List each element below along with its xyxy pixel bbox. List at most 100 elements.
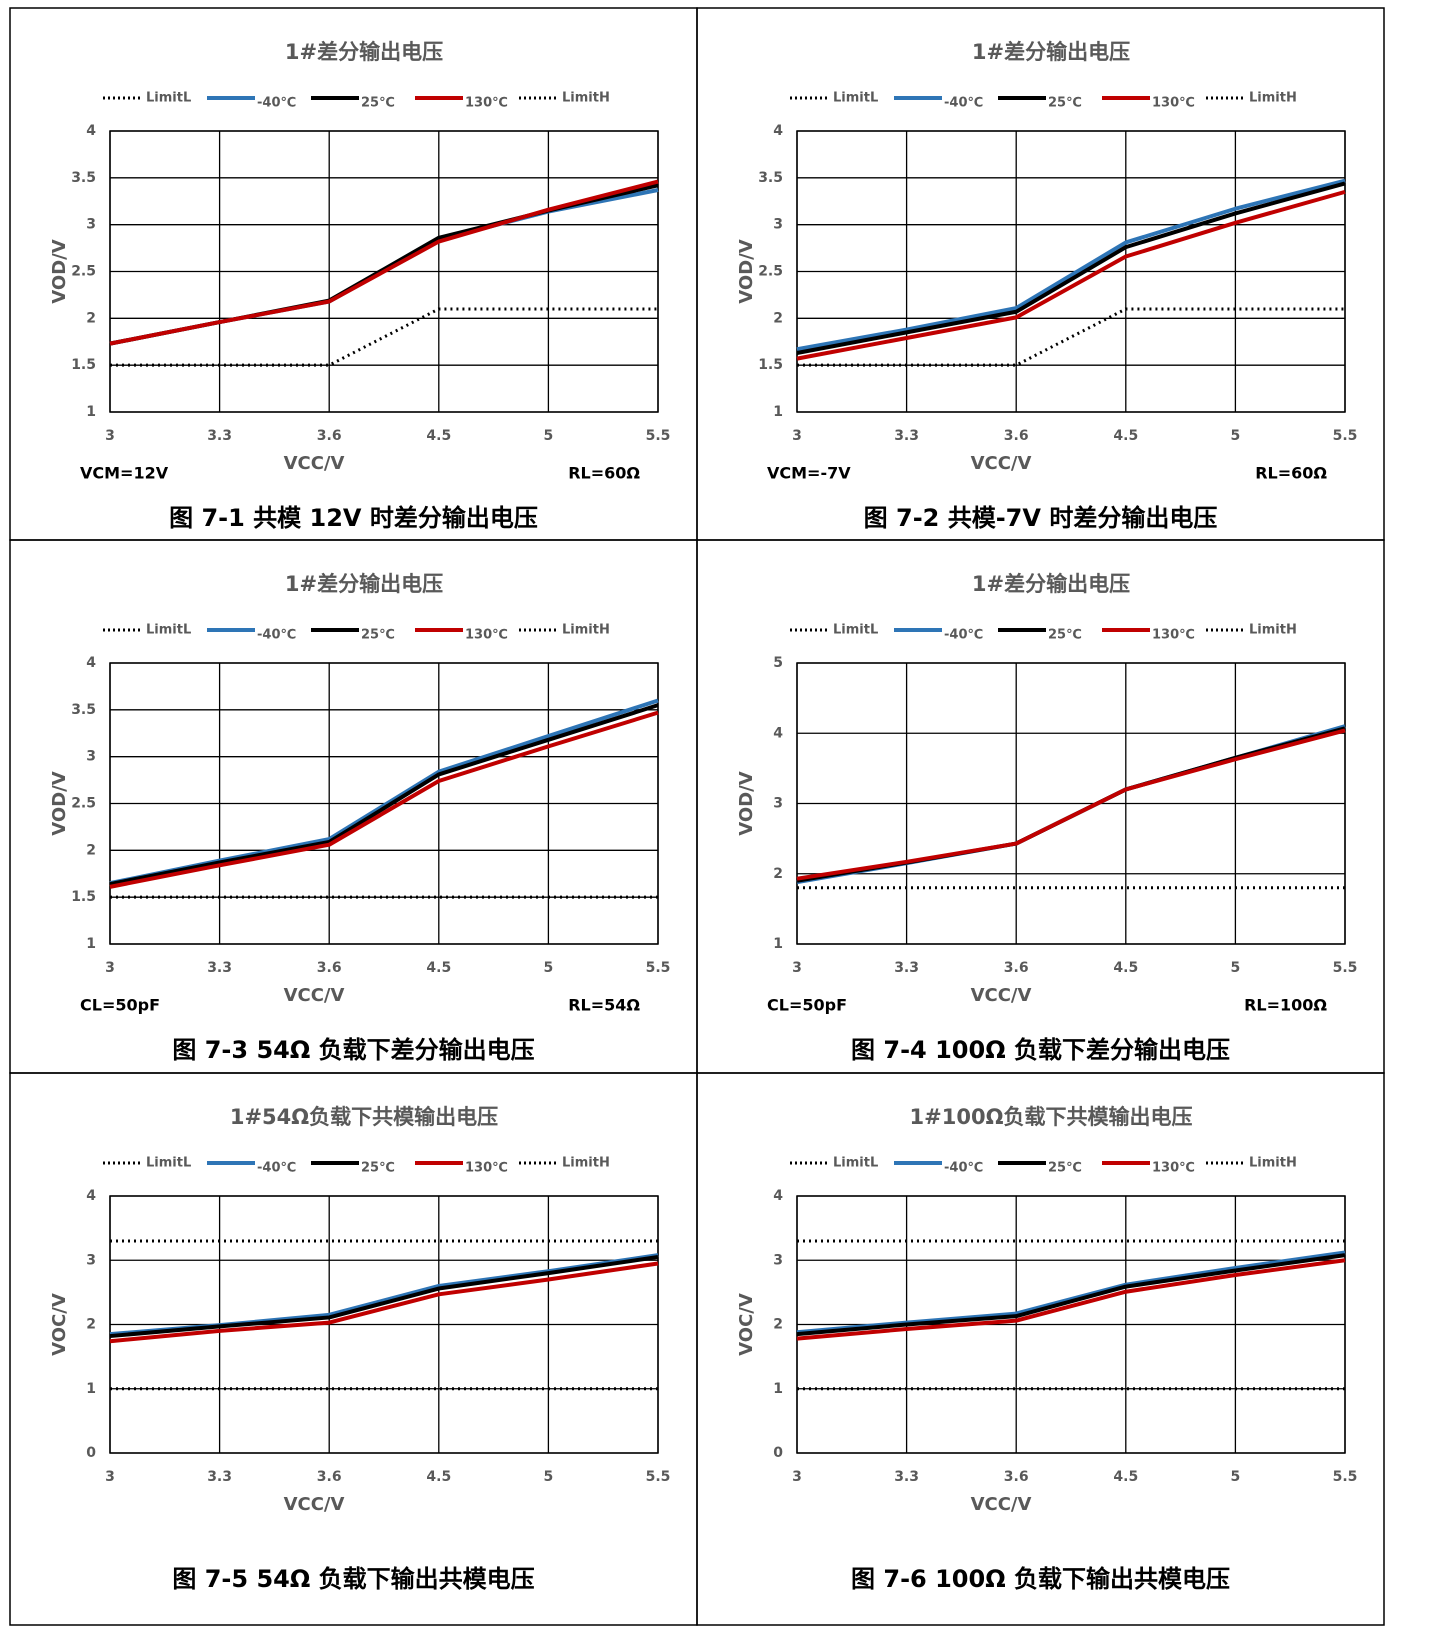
x-tick-label: 3 bbox=[792, 1469, 802, 1485]
annotation: CL=50pF bbox=[767, 996, 847, 1015]
cell-border bbox=[9, 7, 698, 541]
series-line bbox=[796, 178, 1346, 352]
chart-title: 1#100Ω负载下共模输出电压 bbox=[910, 1105, 1193, 1129]
x-tick-label: 4.5 bbox=[426, 1469, 451, 1485]
plot-frame bbox=[796, 130, 1346, 413]
chart-title: 1#差分输出电压 bbox=[285, 572, 443, 596]
y-tick-label: 1.5 bbox=[71, 357, 96, 373]
legend-label: LimitL bbox=[833, 623, 878, 638]
x-tick-label: 3.6 bbox=[1004, 960, 1029, 976]
x-axis-label: VCC/V bbox=[971, 1494, 1032, 1515]
x-tick-label: 4.5 bbox=[1113, 1469, 1138, 1485]
series-line bbox=[109, 698, 659, 886]
y-axis-label: VOC/V bbox=[49, 1293, 70, 1356]
legend-label: LimitL bbox=[833, 91, 878, 106]
y-tick-label: 2 bbox=[773, 310, 783, 326]
y-tick-label: 3.5 bbox=[758, 170, 783, 186]
legend-label: 130℃ bbox=[1152, 628, 1195, 643]
x-axis-label: VCC/V bbox=[971, 453, 1032, 474]
legend-label: 25℃ bbox=[361, 1161, 395, 1176]
x-tick-label: 5.5 bbox=[646, 1469, 671, 1485]
y-tick-label: 2 bbox=[773, 866, 783, 882]
y-tick-label: 1 bbox=[86, 404, 96, 420]
legend-label: LimitH bbox=[562, 1156, 610, 1171]
x-axis-label: VCC/V bbox=[284, 453, 345, 474]
cell-border bbox=[9, 539, 698, 1074]
y-tick-label: 1 bbox=[86, 936, 96, 952]
x-tick-label: 3.3 bbox=[894, 960, 919, 976]
legend-label: LimitH bbox=[1249, 91, 1297, 106]
plot-frame bbox=[796, 662, 1346, 945]
series-line bbox=[796, 1250, 1346, 1335]
y-tick-label: 2 bbox=[773, 1317, 783, 1333]
figure-caption: 图 7-1 共模 12V 时差分输出电压 bbox=[169, 504, 538, 532]
legend-label: 130℃ bbox=[1152, 1161, 1195, 1176]
y-tick-label: 1 bbox=[86, 1381, 96, 1397]
figure-caption: 图 7-3 54Ω 负载下差分输出电压 bbox=[172, 1036, 534, 1064]
series-line bbox=[796, 1253, 1346, 1337]
cell-border bbox=[696, 7, 1385, 541]
annotation: RL=100Ω bbox=[1244, 996, 1327, 1015]
y-tick-label: 4 bbox=[773, 1188, 783, 1204]
y-tick-label: 1 bbox=[773, 1381, 783, 1397]
figure-caption: 图 7-5 54Ω 负载下输出共模电压 bbox=[172, 1565, 534, 1593]
x-tick-label: 3.6 bbox=[317, 1469, 342, 1485]
x-axis-label: VCC/V bbox=[971, 985, 1032, 1006]
y-tick-label: 2.5 bbox=[71, 264, 96, 280]
x-tick-label: 5 bbox=[544, 960, 554, 976]
y-tick-label: 1 bbox=[773, 936, 783, 952]
x-tick-label: 5 bbox=[1231, 428, 1241, 444]
x-tick-label: 4.5 bbox=[1113, 428, 1138, 444]
legend-label: LimitL bbox=[146, 623, 191, 638]
y-tick-label: 3 bbox=[773, 796, 783, 812]
y-tick-label: 2 bbox=[86, 1317, 96, 1333]
x-tick-label: 5.5 bbox=[1333, 960, 1358, 976]
legend-label: -40℃ bbox=[257, 628, 296, 643]
series-line bbox=[796, 181, 1346, 355]
series-line bbox=[109, 1253, 659, 1337]
x-tick-label: 3.3 bbox=[207, 1469, 232, 1485]
x-tick-label: 5 bbox=[1231, 960, 1241, 976]
y-tick-label: 2.5 bbox=[71, 796, 96, 812]
legend-label: LimitH bbox=[1249, 1156, 1297, 1171]
x-tick-label: 3.6 bbox=[317, 428, 342, 444]
legend-label: -40℃ bbox=[257, 1161, 296, 1176]
series-line bbox=[109, 179, 659, 346]
x-tick-label: 4.5 bbox=[426, 960, 451, 976]
legend-label: 25℃ bbox=[361, 96, 395, 111]
series-line bbox=[109, 188, 659, 346]
y-axis-label: VOD/V bbox=[736, 239, 757, 303]
chart-title: 1#差分输出电压 bbox=[285, 40, 443, 64]
x-tick-label: 3.6 bbox=[317, 960, 342, 976]
cell-border bbox=[696, 539, 1385, 1074]
x-tick-label: 3 bbox=[105, 960, 115, 976]
legend-label: LimitH bbox=[562, 623, 610, 638]
legend-label: 25℃ bbox=[361, 628, 395, 643]
legend-label: LimitL bbox=[146, 91, 191, 106]
y-tick-label: 5 bbox=[773, 655, 783, 671]
legend-label: 130℃ bbox=[1152, 96, 1195, 111]
legend-label: LimitL bbox=[833, 1156, 878, 1171]
y-tick-label: 2 bbox=[86, 310, 96, 326]
x-tick-label: 5.5 bbox=[646, 428, 671, 444]
y-tick-label: 0 bbox=[86, 1445, 96, 1461]
y-axis-label: VOD/V bbox=[736, 771, 757, 835]
legend-label: -40℃ bbox=[944, 628, 983, 643]
y-tick-label: 4 bbox=[86, 655, 96, 671]
y-tick-label: 4 bbox=[86, 123, 96, 139]
y-tick-label: 4 bbox=[86, 1188, 96, 1204]
y-tick-label: 1 bbox=[773, 404, 783, 420]
series-line bbox=[109, 183, 659, 346]
x-tick-label: 3 bbox=[792, 960, 802, 976]
annotation: RL=60Ω bbox=[1255, 464, 1327, 483]
series-line bbox=[110, 307, 658, 367]
x-tick-label: 5.5 bbox=[1333, 428, 1358, 444]
legend-label: -40℃ bbox=[944, 1161, 983, 1176]
legend-label: 130℃ bbox=[465, 1161, 508, 1176]
figure-caption: 图 7-2 共模-7V 时差分输出电压 bbox=[864, 504, 1218, 532]
x-tick-label: 3 bbox=[792, 428, 802, 444]
figure-caption: 图 7-4 100Ω 负载下差分输出电压 bbox=[851, 1036, 1230, 1064]
series-line bbox=[109, 710, 659, 889]
series-line bbox=[109, 1261, 659, 1344]
plot-frame bbox=[109, 1195, 659, 1454]
